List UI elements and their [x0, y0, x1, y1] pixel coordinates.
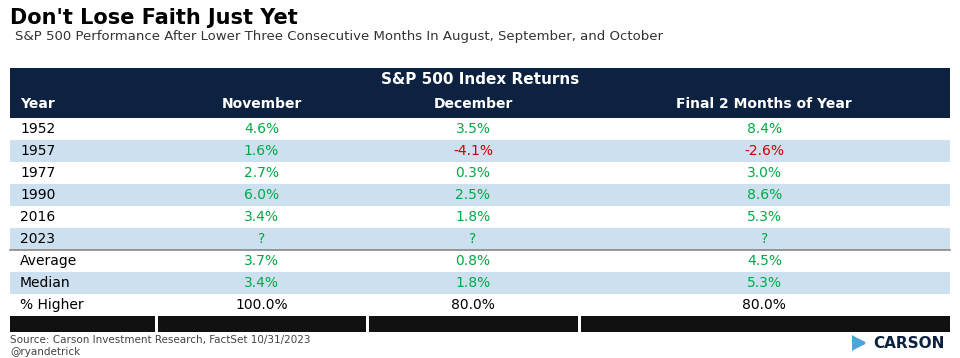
- Text: 8.6%: 8.6%: [747, 188, 782, 202]
- Text: 2.7%: 2.7%: [244, 166, 279, 180]
- Text: 100.0%: 100.0%: [235, 298, 288, 312]
- Text: 1990: 1990: [20, 188, 56, 202]
- Text: 1.6%: 1.6%: [244, 144, 279, 158]
- Text: 2023: 2023: [20, 232, 55, 246]
- Text: ?: ?: [258, 232, 265, 246]
- Bar: [10, 294, 950, 316]
- Polygon shape: [852, 335, 866, 351]
- Text: 5.3%: 5.3%: [747, 276, 781, 290]
- Text: Average: Average: [20, 254, 77, 268]
- Text: 0.3%: 0.3%: [455, 166, 491, 180]
- Bar: [10, 118, 950, 140]
- Text: ?: ?: [760, 232, 768, 246]
- Text: 80.0%: 80.0%: [742, 298, 786, 312]
- Bar: [10, 162, 950, 184]
- Text: 1.8%: 1.8%: [455, 210, 491, 224]
- Text: CARSON: CARSON: [874, 337, 945, 352]
- Text: -2.6%: -2.6%: [744, 144, 784, 158]
- Bar: [10, 90, 950, 118]
- Bar: [10, 68, 950, 90]
- Text: 3.5%: 3.5%: [455, 122, 491, 136]
- Bar: [10, 206, 950, 228]
- Bar: [155, 316, 157, 332]
- Bar: [10, 250, 950, 272]
- Text: 1957: 1957: [20, 144, 56, 158]
- Text: Don't Lose Faith Just Yet: Don't Lose Faith Just Yet: [10, 8, 298, 28]
- Bar: [578, 316, 581, 332]
- Text: 3.7%: 3.7%: [244, 254, 279, 268]
- Bar: [10, 228, 950, 250]
- Text: 1952: 1952: [20, 122, 56, 136]
- Text: 1977: 1977: [20, 166, 56, 180]
- Text: 80.0%: 80.0%: [451, 298, 495, 312]
- Text: Final 2 Months of Year: Final 2 Months of Year: [677, 97, 852, 111]
- Text: 0.8%: 0.8%: [455, 254, 491, 268]
- Text: 4.6%: 4.6%: [244, 122, 279, 136]
- Bar: [366, 316, 370, 332]
- Text: 2016: 2016: [20, 210, 56, 224]
- Bar: [10, 272, 950, 294]
- Text: 1.8%: 1.8%: [455, 276, 491, 290]
- Text: 3.4%: 3.4%: [244, 210, 279, 224]
- Text: S&P 500 Index Returns: S&P 500 Index Returns: [381, 72, 579, 87]
- Text: S&P 500 Performance After Lower Three Consecutive Months In August, September, a: S&P 500 Performance After Lower Three Co…: [15, 30, 663, 43]
- Text: % Higher: % Higher: [20, 298, 84, 312]
- Text: Median: Median: [20, 276, 71, 290]
- Bar: [10, 316, 950, 332]
- Text: 8.4%: 8.4%: [747, 122, 781, 136]
- Text: -4.1%: -4.1%: [453, 144, 492, 158]
- Text: 3.4%: 3.4%: [244, 276, 279, 290]
- Text: Year: Year: [20, 97, 55, 111]
- Text: 3.0%: 3.0%: [747, 166, 781, 180]
- Text: @ryandetrick: @ryandetrick: [10, 347, 81, 357]
- Text: 6.0%: 6.0%: [244, 188, 279, 202]
- Text: December: December: [433, 97, 513, 111]
- Text: ?: ?: [469, 232, 476, 246]
- Text: 5.3%: 5.3%: [747, 210, 781, 224]
- Text: 4.5%: 4.5%: [747, 254, 781, 268]
- Text: November: November: [221, 97, 301, 111]
- Bar: [10, 140, 950, 162]
- Text: 2.5%: 2.5%: [455, 188, 491, 202]
- Text: Source: Carson Investment Research, FactSet 10/31/2023: Source: Carson Investment Research, Fact…: [10, 335, 310, 345]
- Bar: [10, 184, 950, 206]
